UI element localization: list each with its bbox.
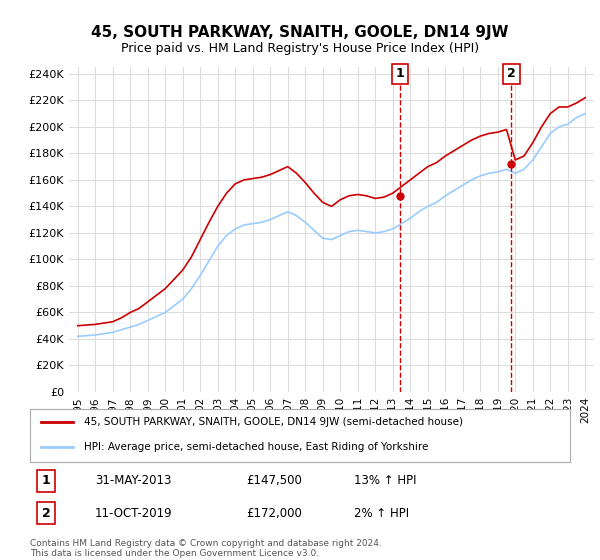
Text: 2: 2 [507,67,516,80]
Text: £147,500: £147,500 [246,474,302,487]
Text: 2: 2 [42,507,50,520]
Text: 2% ↑ HPI: 2% ↑ HPI [354,507,409,520]
Text: Price paid vs. HM Land Registry's House Price Index (HPI): Price paid vs. HM Land Registry's House … [121,42,479,55]
Text: 13% ↑ HPI: 13% ↑ HPI [354,474,416,487]
Text: 11-OCT-2019: 11-OCT-2019 [95,507,172,520]
Text: 45, SOUTH PARKWAY, SNAITH, GOOLE, DN14 9JW: 45, SOUTH PARKWAY, SNAITH, GOOLE, DN14 9… [91,25,509,40]
Text: 45, SOUTH PARKWAY, SNAITH, GOOLE, DN14 9JW (semi-detached house): 45, SOUTH PARKWAY, SNAITH, GOOLE, DN14 9… [84,417,463,427]
Text: Contains HM Land Registry data © Crown copyright and database right 2024.
This d: Contains HM Land Registry data © Crown c… [30,539,382,558]
Text: 31-MAY-2013: 31-MAY-2013 [95,474,171,487]
Text: 1: 1 [396,67,404,80]
Text: HPI: Average price, semi-detached house, East Riding of Yorkshire: HPI: Average price, semi-detached house,… [84,442,428,452]
Text: 1: 1 [42,474,50,487]
Text: £172,000: £172,000 [246,507,302,520]
